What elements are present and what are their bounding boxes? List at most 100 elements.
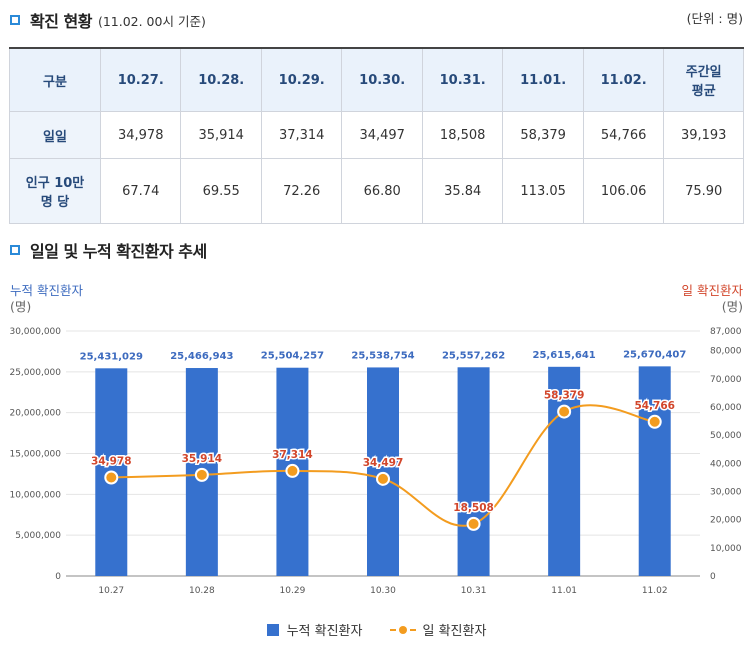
y-left-tick-label: 15,000,000 [9,450,61,460]
x-tick-label: 10.29 [280,586,306,596]
legend-label: 일 확진환자 [422,624,487,639]
line-point [285,463,300,478]
x-tick-label: 10.30 [370,586,396,596]
line-point [194,467,209,482]
table-cell: 113.05 [502,158,584,224]
bar-data-label: 25,466,943 [170,351,233,362]
left-axis-unit: (명) [10,299,32,314]
x-tick-label: 10.31 [461,586,487,596]
bar [457,367,490,576]
square-bullet-icon [10,245,20,255]
table-cell: 34,497 [341,111,423,159]
table-col-header: 10.28. [180,47,262,112]
legend-item-cumulative[interactable]: 누적 확진환자 [266,620,363,639]
chart-legend: 누적 확진환자 일 확진환자 [0,620,753,639]
line-data-label: 34,978 [91,455,132,467]
x-tick-label: 10.28 [189,586,215,596]
left-axis-label: 누적 확진환자 [10,283,83,298]
table-avg-cell: 75.90 [663,158,744,224]
line-data-label: 58,379 [544,390,585,402]
unit-label: (단위 : 명) [686,11,743,26]
bar [638,366,671,576]
bar-data-label: 25,504,257 [261,351,324,362]
row-label-line2: 명 당 [40,195,70,210]
table-cell: 67.74 [99,158,182,224]
y-right-tick-label: 50,000 [710,431,742,441]
line-point [647,414,662,429]
y-right-tick-label: 20,000 [710,516,742,526]
table-cell: 34,978 [99,111,182,159]
table-row: 일일 34,978 35,914 37,314 34,497 18,508 58… [9,111,744,159]
y-right-tick-label: 30,000 [710,488,742,498]
y-left-tick-label: 5,000,000 [15,531,61,541]
legend-label: 누적 확진환자 [286,624,363,639]
row-label-line1: 인구 10만 [25,176,85,191]
table-avg-cell: 39,193 [663,111,744,159]
line-point [104,470,119,485]
bar-data-label: 25,538,754 [351,350,414,361]
table-cell: 66.80 [341,158,423,224]
table-cell: 69.55 [180,158,262,224]
table-col-header: 10.29. [260,47,343,112]
section-subtitle: (11.02. 00시 기준) [97,13,206,29]
y-right-tick-label: 0 [710,572,716,582]
section-header-status: 확진 현황 (11.02. 00시 기준) [10,8,206,32]
y-left-tick-label: 25,000,000 [9,368,61,378]
section-title: 일일 및 누적 확진환자 추세 [30,242,207,261]
line-point [466,516,481,531]
y-left-tick-label: 10,000,000 [9,490,61,500]
x-tick-label: 10.27 [98,586,124,596]
y-left-tick-label: 0 [55,572,61,582]
table-col-header: 11.02. [582,47,665,112]
table-row: 인구 10만 명 당 67.74 69.55 72.26 66.80 35.84 … [9,158,744,224]
legend-item-daily[interactable]: 일 확진환자 [390,620,486,639]
y-right-tick-label: 60,000 [710,403,742,413]
bar-data-label: 25,670,407 [623,349,686,360]
y-right-tick-label: 70,000 [710,375,742,385]
table-corner-header: 구분 [9,47,101,112]
table-cell: 35,914 [180,111,262,159]
y-right-tick-label: 40,000 [710,459,742,469]
line-data-label: 35,914 [182,453,223,465]
line-data-label: 54,766 [634,400,675,412]
table-header-row: 구분 10.27. 10.28. 10.29. 10.30. 10.31. 11… [9,47,744,112]
table-cell: 18,508 [421,111,504,159]
right-axis-unit: (명) [721,299,743,314]
table-col-header: 11.01. [502,47,584,112]
daily-cases-table: 구분 10.27. 10.28. 10.29. 10.30. 10.31. 11… [9,47,744,224]
bar [367,367,399,576]
line-point [557,404,572,419]
right-axis-title: 일 확진환자 (명) [682,283,743,315]
y-right-tick-label: 10,000 [710,544,742,554]
table-col-header: 10.30. [341,47,423,112]
table-cell: 54,766 [582,111,665,159]
table-col-header: 10.31. [421,47,504,112]
table-cell: 106.06 [582,158,665,224]
y-right-tick-label: 87,000 [710,327,742,337]
legend-bar-swatch [266,623,279,636]
y-left-tick-label: 20,000,000 [9,409,61,419]
line-point [376,471,390,486]
y-right-tick-label: 80,000 [710,347,742,357]
right-axis-label: 일 확진환자 [681,283,743,298]
left-axis-title: 누적 확진환자 (명) [10,283,83,315]
table-cell: 72.26 [260,158,343,224]
avg-header-line1: 주간일 [685,65,722,80]
bar-data-label: 25,615,641 [533,350,596,361]
line-data-label: 37,314 [272,449,313,461]
table-cell: 58,379 [502,111,584,159]
row-label: 일일 [9,111,101,159]
avg-header-line2: 평균 [691,84,716,99]
table-cell: 37,314 [260,111,343,159]
bar-data-label: 25,431,029 [80,351,143,362]
line-data-label: 34,497 [363,457,404,469]
line-data-label: 18,508 [453,502,494,514]
legend-line-swatch [390,624,417,636]
x-tick-label: 11.02 [642,586,668,596]
section-title: 확진 현황 [30,12,92,31]
y-left-tick-label: 30,000,000 [9,327,61,337]
bar-data-label: 25,557,262 [442,350,505,361]
section-header-trend: 일일 및 누적 확진환자 추세 [10,238,207,262]
